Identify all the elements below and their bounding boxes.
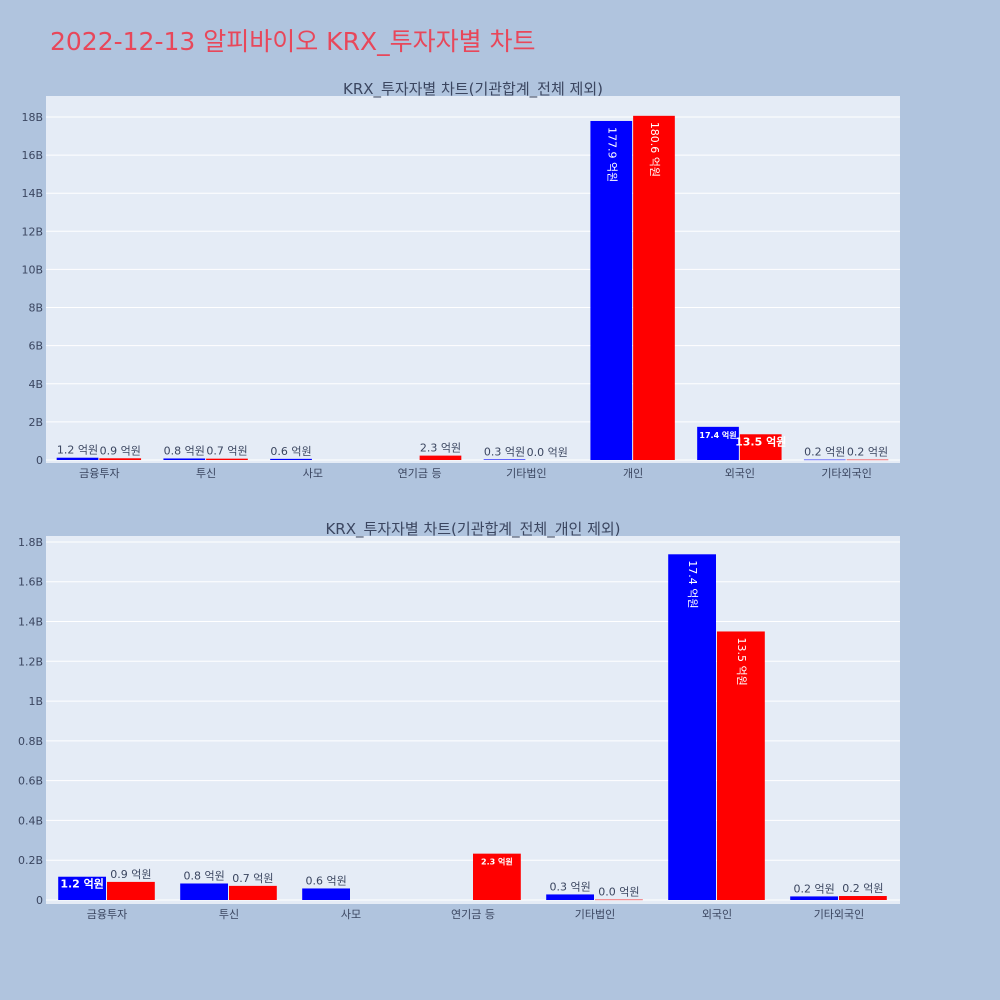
bar	[107, 881, 155, 900]
data-label: 0.0 억원	[527, 446, 568, 459]
y-tick-label: 10B	[21, 263, 43, 276]
data-label: 13.5 억원	[735, 637, 748, 685]
data-label: 180.6 억원	[648, 122, 661, 177]
bar	[99, 458, 142, 460]
bar	[473, 853, 521, 900]
x-tick-label: 투신	[196, 467, 216, 480]
data-label: 177.9 억원	[605, 127, 618, 182]
data-label: 0.9 억원	[110, 868, 151, 881]
bar	[270, 458, 312, 460]
data-label: 0.2 억원	[804, 446, 845, 459]
data-label: 0.6 억원	[270, 445, 311, 458]
data-label: 0.7 억원	[232, 872, 273, 885]
y-tick-label: 1.4B	[18, 616, 43, 629]
bar	[483, 459, 526, 460]
plot-area	[46, 96, 900, 463]
bar	[163, 458, 206, 460]
data-label: 13.5 억원	[735, 434, 786, 448]
data-label: 1.2 억원	[57, 444, 98, 457]
data-label: 0.3 억원	[549, 880, 590, 893]
bar	[790, 896, 838, 900]
chart-title: KRX_투자자별 차트(기관합계_전체 제외)	[343, 80, 603, 99]
chart-2: KRX_투자자별 차트(기관합계_전체_개인 제외) 0 0.2B 0.4B 0.6B 0…	[18, 520, 900, 921]
y-tick-label: 0	[36, 454, 43, 467]
bar	[846, 459, 889, 461]
y-tick-label: 1.2B	[18, 655, 43, 668]
bar	[697, 426, 739, 460]
bar	[595, 899, 643, 901]
y-tick-label: 8B	[28, 302, 43, 315]
x-tick-label: 연기금 등	[398, 467, 442, 480]
y-tick-label: 1.6B	[18, 576, 43, 589]
bar	[229, 885, 277, 900]
bar	[717, 631, 765, 900]
bar	[546, 894, 594, 900]
bar	[180, 883, 228, 900]
x-tick-label: 기타외국인	[814, 908, 865, 921]
x-tick-label: 개인	[623, 467, 643, 480]
x-tick-label: 기타법인	[575, 908, 615, 921]
chart-title: KRX_투자자별 차트(기관합계_전체_개인 제외)	[325, 520, 620, 539]
x-tick-label: 연기금 등	[451, 908, 495, 921]
data-label: 0.2 억원	[793, 882, 834, 895]
y-tick-label: 12B	[21, 225, 43, 238]
bar	[668, 554, 716, 900]
bar	[803, 459, 846, 461]
data-label: 0.9 억원	[100, 444, 141, 457]
chart-1: KRX_투자자별 차트(기관합계_전체 제외) 0 2B 4B 6B 8B 10B 12B 14…	[21, 80, 900, 480]
data-label: 0.2 억원	[847, 446, 888, 459]
data-label: 0.6 억원	[305, 874, 346, 887]
bar	[206, 458, 248, 460]
y-tick-label: 6B	[28, 340, 43, 353]
x-tick-label: 기타외국인	[821, 467, 872, 480]
y-tick-label: 0.8B	[18, 735, 43, 748]
bar	[739, 434, 782, 460]
x-tick-label: 외국인	[702, 908, 732, 921]
y-tick-label: 16B	[21, 149, 43, 162]
bar	[302, 888, 350, 900]
y-tick-label: 4B	[28, 378, 43, 391]
bar	[633, 115, 675, 461]
bar	[56, 457, 99, 460]
bar	[419, 455, 462, 460]
x-tick-label: 투신	[219, 908, 239, 921]
data-label: 0.3 억원	[484, 445, 525, 458]
plot-area	[46, 536, 900, 904]
data-label: 17.4 억원	[699, 430, 736, 440]
data-label: 17.4 억원	[686, 560, 699, 608]
bar	[590, 120, 633, 460]
y-tick-label: 2B	[28, 416, 43, 429]
x-tick-label: 외국인	[725, 467, 755, 480]
data-label: 0.7 억원	[206, 445, 247, 458]
data-label: 2.3 억원	[481, 857, 513, 867]
y-tick-label: 0.4B	[18, 814, 43, 827]
x-tick-label: 사모	[303, 467, 323, 480]
page-title: 2022-12-13 알피바이오 KRX_투자자별 차트	[50, 27, 536, 56]
data-label: 0.8 억원	[183, 869, 224, 882]
y-tick-label: 0.2B	[18, 854, 43, 867]
y-tick-label: 1B	[28, 695, 43, 708]
y-tick-label: 0.6B	[18, 775, 43, 788]
bar	[839, 896, 887, 900]
data-label: 0.8 억원	[164, 444, 205, 457]
x-tick-label: 금융투자	[79, 467, 119, 480]
y-tick-label: 14B	[21, 187, 43, 200]
x-tick-label: 사모	[341, 908, 361, 921]
y-tick-label: 18B	[21, 111, 43, 124]
y-tick-label: 1.8B	[18, 536, 43, 549]
y-tick-label: 0	[36, 894, 43, 907]
bar	[58, 876, 106, 900]
data-label: 0.2 억원	[842, 882, 883, 895]
x-tick-label: 금융투자	[87, 908, 127, 921]
x-tick-label: 기타법인	[506, 467, 546, 480]
data-label: 0.0 억원	[598, 886, 639, 899]
data-label: 2.3 억원	[420, 442, 461, 455]
data-label: 1.2 억원	[60, 877, 104, 891]
